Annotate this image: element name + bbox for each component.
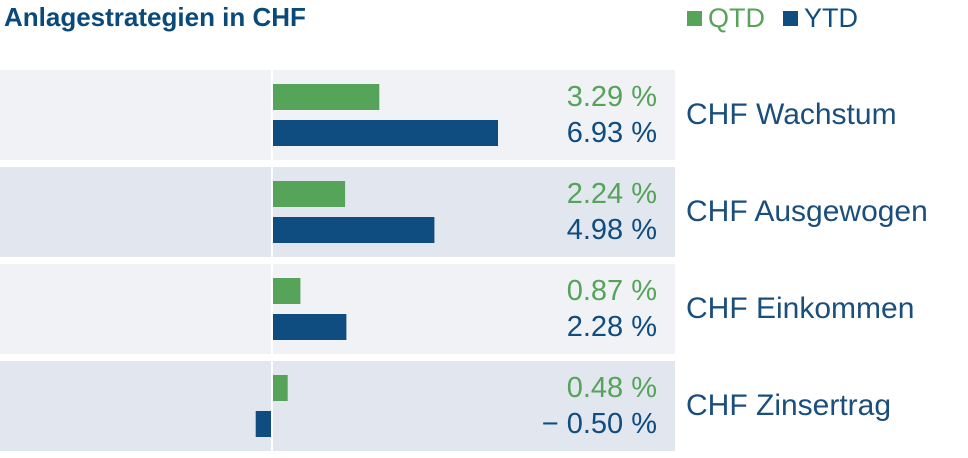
value-label-ytd: 2.28 % [567,311,657,343]
legend-label-ytd: YTD [804,2,858,33]
value-label-qtd: 2.24 % [567,178,657,210]
value-label-qtd: 3.29 % [567,81,657,113]
chart-title: Anlagestrategien in CHF [4,2,306,32]
row-background [0,361,675,451]
legend: QTD YTD [687,2,876,34]
legend-label-qtd: QTD [708,2,765,33]
category-label: CHF Zinsertrag [686,389,891,422]
value-label-qtd: 0.48 % [567,372,657,404]
category-label: CHF Ausgewogen [686,195,928,228]
legend-swatch-ytd [783,10,798,26]
value-label-ytd: 4.98 % [567,214,657,246]
bar-ytd [272,217,435,243]
legend-item-qtd: QTD [687,3,765,34]
bar-qtd [272,375,288,401]
bar-ytd [272,314,347,340]
bar-ytd [272,120,498,146]
bar-ytd [255,411,272,437]
bar-qtd [272,278,301,304]
category-label: CHF Wachstum [686,98,897,131]
bar-qtd [272,84,380,110]
value-label-ytd: − 0.50 % [542,408,657,440]
category-label: CHF Einkommen [686,292,914,325]
legend-item-ytd: YTD [783,3,858,34]
value-label-ytd: 6.93 % [567,117,657,149]
bar-qtd [272,181,346,207]
value-label-qtd: 0.87 % [567,275,657,307]
legend-swatch-qtd [687,10,702,26]
